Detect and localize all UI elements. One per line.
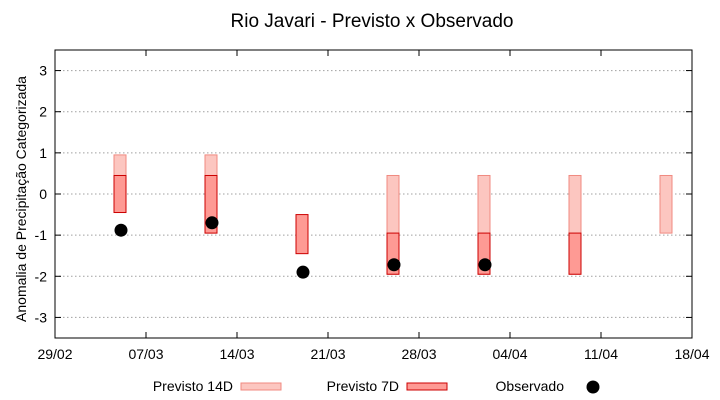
chart-title: Rio Javari - Previsto x Observado	[231, 11, 514, 32]
y-tick-label: 0	[39, 186, 47, 202]
y-tick-label: 1	[39, 145, 47, 161]
legend-label: Previsto 14D	[153, 378, 233, 394]
y-tick-label: -3	[35, 309, 48, 325]
y-axis-label: Anomalia de Precipitação Categorizada	[13, 76, 29, 322]
x-tick-label: 28/03	[401, 346, 436, 362]
series-observado	[114, 216, 492, 279]
x-tick-label: 11/04	[584, 346, 618, 362]
x-tick-label: 04/04	[492, 346, 527, 362]
range-bar	[295, 214, 309, 255]
legend-swatch	[240, 382, 282, 391]
observed-point	[114, 223, 128, 237]
ticks-layer: 3 2 1 0 -1 -2 -3 29/02 07/03 14/03 21/03 28/03 04/04…	[35, 50, 710, 362]
range-bar	[659, 174, 673, 234]
x-tick-label: 14/03	[219, 346, 254, 362]
legend: Previsto 14D Previsto 7D Observado	[153, 378, 600, 394]
y-tick-label: 3	[39, 63, 47, 79]
observed-point	[478, 258, 492, 272]
y-tick-label: 2	[39, 104, 47, 120]
x-tick-label: 21/03	[310, 346, 345, 362]
x-tick-label: 18/04	[674, 346, 709, 362]
x-tick-label: 07/03	[128, 346, 163, 362]
grid-layer	[55, 70, 692, 318]
observed-point	[387, 258, 401, 272]
legend-label: Observado	[496, 378, 565, 394]
series-previsto-7d	[113, 174, 582, 275]
x-tick-label: 29/02	[37, 346, 72, 362]
observed-point	[205, 216, 219, 230]
range-bar	[568, 232, 582, 275]
legend-marker	[586, 380, 600, 394]
y-tick-label: -1	[35, 227, 48, 243]
legend-swatch	[406, 382, 448, 391]
legend-label: Previsto 7D	[327, 378, 399, 394]
range-bar	[113, 174, 127, 214]
observed-point	[296, 265, 310, 279]
y-tick-label: -2	[35, 268, 48, 284]
